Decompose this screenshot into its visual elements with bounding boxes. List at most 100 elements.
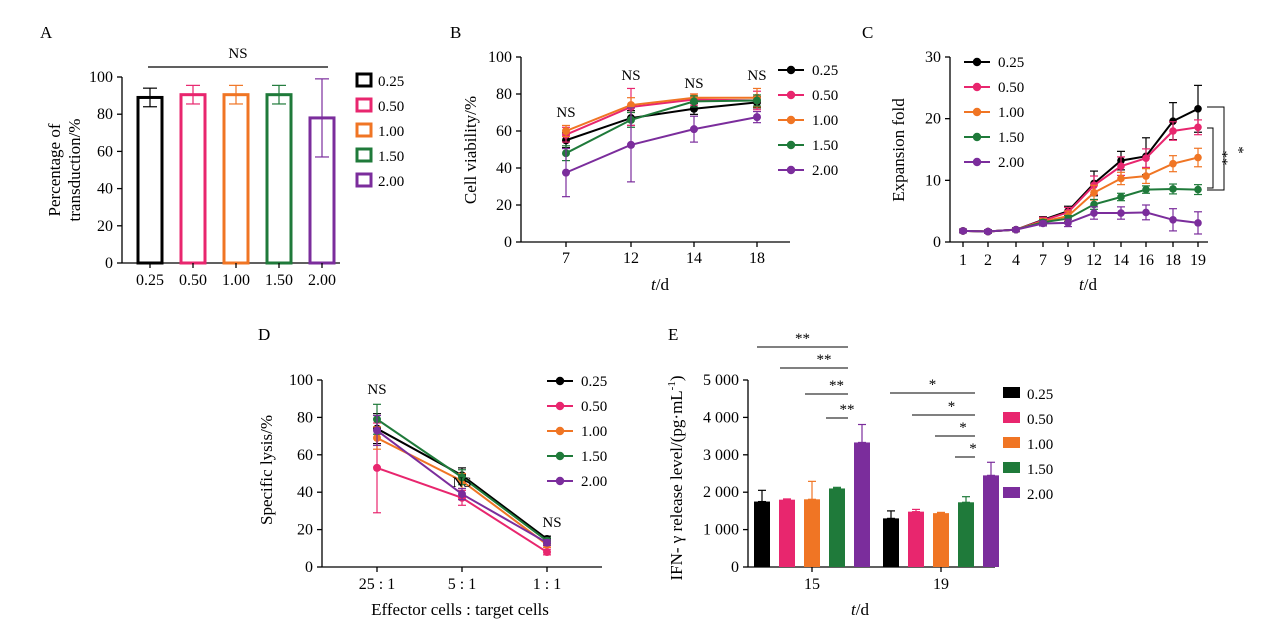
legend-marker <box>786 90 796 100</box>
data-point <box>1169 216 1177 224</box>
bar <box>754 501 770 567</box>
y-tick-label: 20 <box>496 197 512 214</box>
x-tick-label: 14 <box>686 250 702 267</box>
sig-label: * <box>969 441 977 457</box>
data-point <box>1117 209 1125 217</box>
sig-label: ** <box>829 378 844 394</box>
y-tick-label: 60 <box>496 123 512 140</box>
x-tick-label: 0.25 <box>136 272 164 289</box>
legend-marker <box>786 65 796 75</box>
panel-letter-b: B <box>450 23 461 42</box>
data-point <box>984 227 992 236</box>
data-point <box>1194 185 1202 194</box>
y-tick-label: 60 <box>297 447 313 464</box>
series-line-2.00 <box>565 116 758 174</box>
y-tick-label: 0 <box>305 559 313 576</box>
data-point <box>1012 225 1020 234</box>
data-point <box>543 538 551 547</box>
y-axis-label: Cell viability/% <box>461 96 480 204</box>
legend-label: 2.00 <box>581 474 607 490</box>
bar <box>804 499 820 567</box>
legend-label: 1.50 <box>378 149 404 165</box>
y-axis-label-superscript: -1 <box>666 381 678 390</box>
legend-label: 1.00 <box>998 105 1024 121</box>
series-line-2.00 <box>962 211 1199 233</box>
ns-label: NS <box>452 475 471 491</box>
bar <box>883 518 899 567</box>
x-tick-label: 7 <box>1039 252 1047 269</box>
y-tick-label: 40 <box>97 181 113 198</box>
data-point <box>1194 123 1202 132</box>
series-line-1.00 <box>565 96 757 132</box>
ns-label: NS <box>367 382 386 398</box>
legend-label: 1.50 <box>812 138 838 154</box>
legend-swatch <box>1003 387 1020 398</box>
bar <box>779 499 795 567</box>
y-tick-label: 100 <box>89 69 113 86</box>
y-tick-label: 40 <box>297 484 313 501</box>
legend-label: 2.00 <box>812 163 838 179</box>
bar <box>854 442 870 567</box>
ns-label: NS <box>684 76 703 92</box>
panel-d: D 0 20 40 60 80 100 25 : 1 5 : 1 1 : 1 Specific ly… <box>257 325 607 619</box>
legend-label: 0.50 <box>998 80 1024 96</box>
data-point <box>1117 174 1125 183</box>
bar <box>958 502 974 567</box>
y-axis-label-text: IFN- γ release level/(pg·mL <box>667 390 686 580</box>
x-tick-label: 0.50 <box>179 272 207 289</box>
legend-label: 1.50 <box>581 449 607 465</box>
data-point <box>1142 154 1150 162</box>
x-tick-label: 1.50 <box>265 272 293 289</box>
legend-label: 0.25 <box>998 55 1024 71</box>
x-tick-label: 7 <box>562 250 570 267</box>
sig-label: ** <box>1214 151 1230 166</box>
sig-label: * <box>959 420 967 436</box>
x-axis-label-unit: /d <box>656 275 670 294</box>
panel-e: E 0 1 000 2 000 3 000 4 000 5 000 IFN- γ releas… <box>666 325 1053 619</box>
legend-label: 0.25 <box>378 74 404 90</box>
data-point <box>1142 185 1150 194</box>
x-tick-label: 1 : 1 <box>533 576 561 593</box>
x-axis-label-italic: t <box>651 275 657 294</box>
y-axis-label: IFN- γ release level/(pg·mL-1) <box>666 375 686 580</box>
x-tick-label: 12 <box>623 250 639 267</box>
ns-label: NS <box>556 105 575 121</box>
data-point <box>373 463 381 472</box>
sig-label: ** <box>817 352 832 368</box>
data-point <box>458 473 466 482</box>
bar <box>983 475 999 567</box>
series-line-1.50 <box>565 99 758 155</box>
y-tick-label: 5 000 <box>703 372 739 389</box>
y-tick-label: 80 <box>496 86 512 103</box>
legend-label: 1.50 <box>998 130 1024 146</box>
x-tick-label: 12 <box>1086 252 1102 269</box>
legend-swatch <box>355 172 373 188</box>
data-point <box>627 140 635 149</box>
x-tick-label: 18 <box>749 250 765 267</box>
data-point <box>753 113 761 122</box>
data-point <box>627 101 635 110</box>
y-tick-label: 3 000 <box>703 447 739 464</box>
data-point <box>458 490 466 499</box>
x-tick-label: 2 <box>984 252 992 269</box>
series-line-1.50 <box>962 187 1199 233</box>
y-tick-label: 80 <box>97 106 113 123</box>
legend-label: 1.00 <box>1027 437 1053 453</box>
x-axis-label-italic: t <box>851 600 857 619</box>
y-tick-label: 4 000 <box>703 409 739 426</box>
legend-swatch <box>355 72 373 88</box>
panel-letter-a: A <box>40 23 53 42</box>
y-tick-label: 80 <box>297 409 313 426</box>
x-axis-label-unit: /d <box>856 600 870 619</box>
x-tick-label: 1.00 <box>222 272 250 289</box>
y-tick-label: 60 <box>97 143 113 160</box>
bar <box>265 93 293 265</box>
legend-label: 0.50 <box>1027 412 1053 428</box>
data-point <box>690 125 698 134</box>
ns-label: NS <box>621 68 640 84</box>
legend-label: 0.50 <box>378 99 404 115</box>
legend-label: 1.00 <box>378 124 404 140</box>
ns-label: NS <box>542 515 561 531</box>
y-axis-label-line1: Percentage of <box>45 123 64 216</box>
